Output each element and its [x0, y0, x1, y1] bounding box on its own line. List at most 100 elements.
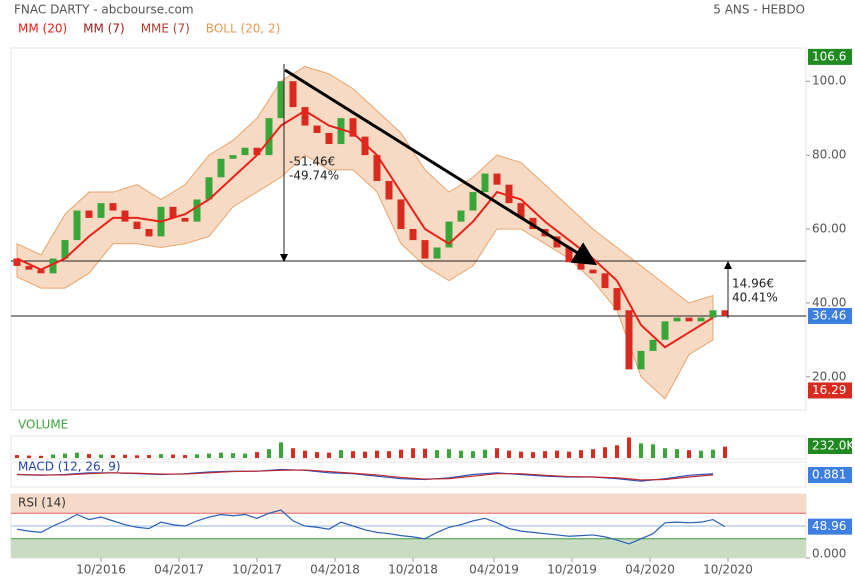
candle: [109, 203, 117, 211]
candle: [61, 240, 69, 259]
x-tick-label: 04/2020: [625, 563, 675, 577]
volume-bar: [399, 449, 403, 458]
badge-label: 36.46: [812, 308, 846, 322]
candle: [721, 310, 729, 316]
legend-entry: MM (20): [18, 22, 67, 36]
panel-label: MACD (12, 26, 9): [18, 460, 121, 474]
candle: [97, 203, 105, 218]
volume-bar: [387, 451, 391, 458]
volume-bar: [711, 449, 715, 458]
volume-bar: [195, 454, 199, 458]
y-tick-label: 60.00: [812, 222, 846, 236]
candle: [133, 221, 141, 229]
volume-bar: [411, 448, 415, 458]
candle: [565, 247, 573, 263]
annotation: -49.74%: [289, 169, 339, 183]
volume-bar: [723, 446, 727, 458]
candle: [85, 210, 93, 218]
volume-bar: [219, 452, 223, 458]
candle: [481, 173, 489, 193]
badge-label: 232.0K: [812, 439, 855, 453]
volume-bar: [183, 455, 187, 458]
volume-bar: [639, 443, 643, 458]
candle: [577, 262, 585, 270]
candle: [649, 339, 657, 351]
volume-bar: [375, 450, 379, 458]
y-tick-label: 40.00: [812, 295, 846, 309]
panel-label: VOLUME: [18, 418, 68, 432]
volume-bar: [603, 447, 607, 458]
candle: [337, 118, 345, 145]
volume-bar: [339, 450, 343, 458]
candle: [457, 210, 465, 222]
trend-arrow: [284, 68, 598, 266]
volume-bar: [627, 437, 631, 458]
candle: [313, 125, 321, 133]
volume-bar: [483, 449, 487, 458]
volume-bar: [663, 448, 667, 458]
candle: [277, 81, 285, 119]
annotation: -51.46€: [289, 155, 335, 169]
x-tick-label: 10/2020: [703, 563, 753, 577]
volume-bar: [255, 452, 259, 458]
candle: [469, 192, 477, 211]
candle: [697, 317, 705, 322]
candle: [613, 288, 621, 311]
candle: [505, 184, 513, 204]
candle: [253, 147, 261, 156]
volume-bar: [267, 449, 271, 458]
volume-bar: [567, 451, 571, 458]
volume-bar: [699, 450, 703, 458]
candle: [265, 118, 273, 156]
chart-title: FNAC DARTY - abcbourse.com: [14, 3, 194, 17]
badge: [808, 438, 852, 454]
rsi-line: [16, 509, 726, 545]
x-tick-label: 10/2017: [232, 563, 282, 577]
candle: [661, 321, 669, 340]
rsi-overbought: [11, 494, 806, 514]
candle: [301, 107, 309, 126]
volume-bar: [75, 452, 79, 458]
candle: [121, 210, 129, 222]
candle: [289, 81, 297, 108]
candle: [589, 269, 597, 274]
candle: [145, 229, 153, 237]
volume-bar: [147, 455, 151, 458]
candle: [709, 310, 717, 318]
volume-bar: [135, 455, 139, 458]
volume-bar: [123, 454, 127, 458]
candle: [193, 199, 201, 222]
volume-bar: [555, 450, 559, 458]
candle: [181, 217, 189, 222]
bollinger-band: [16, 65, 714, 400]
candle: [433, 247, 441, 259]
badge: [808, 518, 852, 535]
candle: [421, 240, 429, 259]
y-tick-label: 80.00: [812, 148, 846, 162]
volume-bar: [111, 455, 115, 458]
candle: [229, 155, 237, 159]
y-tick-label: 0.000: [812, 547, 846, 561]
candle: [373, 155, 381, 181]
volume-bar: [243, 453, 247, 458]
volume-bar: [363, 451, 367, 458]
panel: [10, 435, 807, 460]
badge: [808, 382, 852, 399]
volume-bar: [675, 449, 679, 458]
badge: [808, 307, 852, 324]
volume-bar: [531, 452, 535, 458]
volume-bar: [507, 450, 511, 458]
badge: [808, 467, 852, 483]
candle: [397, 199, 405, 229]
candle: [37, 269, 45, 274]
volume-bar: [615, 445, 619, 458]
volume-bar: [435, 450, 439, 458]
badge-label: 48.96: [812, 519, 846, 533]
candle: [637, 350, 645, 370]
volume-bar: [279, 442, 283, 458]
candle: [601, 273, 609, 289]
x-tick-label: 04/2017: [154, 563, 204, 577]
candle: [169, 206, 177, 218]
